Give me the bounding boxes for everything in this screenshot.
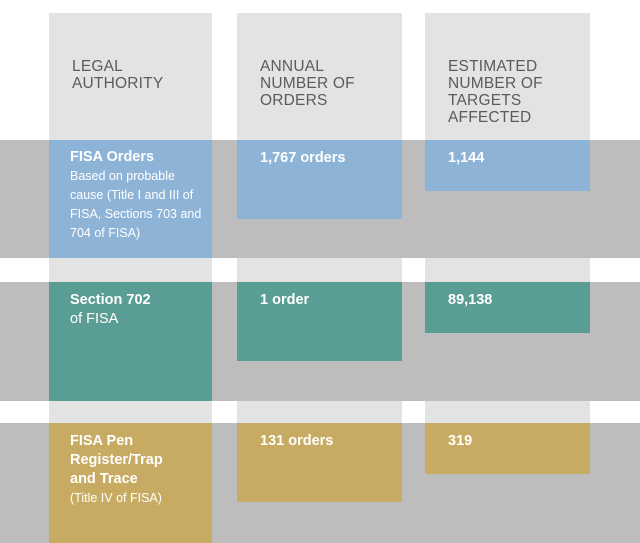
orders-bar-section-702: 1 order — [237, 282, 402, 361]
targets-label: 1,144 — [448, 150, 485, 166]
header-targets-affected-label: ESTIMATED NUMBER OF TARGETS AFFECTED — [448, 58, 543, 126]
orders-label: 131 orders — [260, 433, 334, 449]
authority-cell-section-702: Section 702 of FISA — [49, 282, 212, 401]
column-gap-4 — [49, 401, 212, 423]
targets-bar-section-702: 89,138 — [425, 282, 590, 333]
orders-label: 1 order — [260, 292, 310, 308]
orders-label: 1,767 orders — [260, 150, 346, 166]
authority-cell-pen-register: FISA Pen Register/Trap and Trace (Title … — [49, 423, 212, 543]
orders-bar-pen-register: 131 orders — [237, 423, 402, 502]
column-gap-6 — [425, 401, 590, 423]
column-gap-1 — [49, 258, 212, 282]
column-gap-3 — [425, 258, 590, 282]
column-gap-2 — [237, 258, 402, 282]
authority-title: FISA Pen Register/Trap and Trace — [70, 433, 163, 487]
authority-detail: Based on probable cause (Title I and III… — [70, 169, 202, 240]
header-targets-affected: ESTIMATED NUMBER OF TARGETS AFFECTED — [425, 13, 590, 140]
header-legal-authority-label: LEGAL AUTHORITY — [72, 58, 164, 92]
authority-detail: of FISA — [70, 311, 119, 327]
header-annual-orders: ANNUAL NUMBER OF ORDERS — [237, 13, 402, 140]
authority-title: FISA Orders — [70, 149, 155, 165]
header-annual-orders-label: ANNUAL NUMBER OF ORDERS — [260, 58, 355, 109]
orders-bar-fisa-orders: 1,767 orders — [237, 140, 402, 219]
targets-label: 319 — [448, 433, 473, 449]
authority-cell-fisa-orders: FISA Orders Based on probable cause (Tit… — [49, 140, 212, 258]
authority-detail: (Title IV of FISA) — [70, 491, 162, 505]
targets-bar-pen-register: 319 — [425, 423, 590, 474]
targets-label: 89,138 — [448, 292, 493, 308]
column-gap-5 — [237, 401, 402, 423]
targets-bar-fisa-orders: 1,144 — [425, 140, 590, 191]
authority-title: Section 702 — [70, 292, 151, 308]
header-legal-authority: LEGAL AUTHORITY — [49, 13, 212, 140]
